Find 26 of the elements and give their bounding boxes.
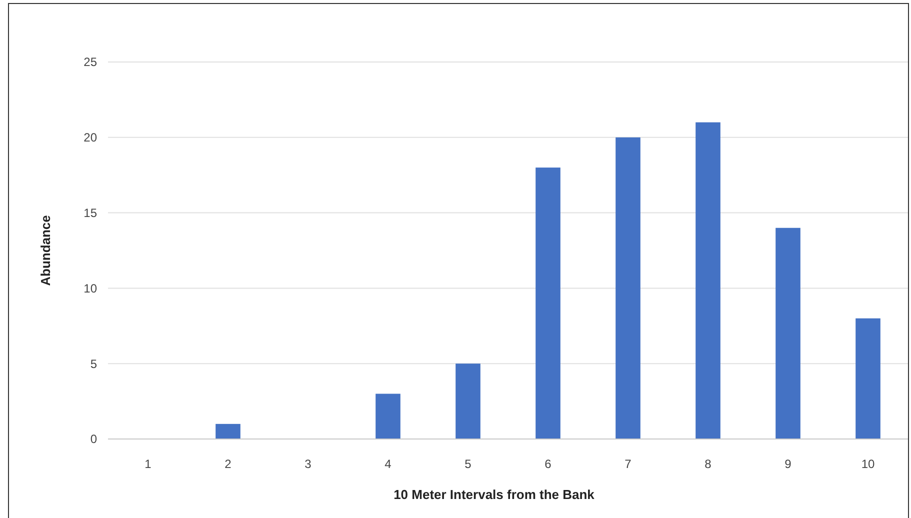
bar [536, 168, 560, 439]
x-axis-title: 10 Meter Intervals from the Bank [394, 487, 596, 502]
bar [216, 424, 240, 439]
x-tick-label: 4 [384, 457, 392, 471]
bar [856, 318, 880, 439]
x-tick-label: 5 [464, 457, 472, 471]
x-tick-label: 8 [704, 457, 712, 471]
x-tick-label: 10 [861, 457, 875, 471]
x-tick-label: 1 [144, 457, 152, 471]
bar [776, 228, 800, 439]
y-tick-label: 0 [90, 432, 98, 446]
y-tick-label: 25 [84, 55, 98, 70]
bar [616, 137, 640, 439]
x-tick-label: 2 [224, 457, 232, 471]
y-tick-label: 20 [84, 130, 98, 145]
x-tick-label: 9 [784, 457, 792, 471]
y-tick-label: 10 [84, 281, 98, 296]
x-tick-label: 7 [624, 457, 632, 471]
y-axis-title: Abundance [38, 215, 53, 286]
y-tick-label: 5 [90, 356, 98, 371]
bar [456, 364, 480, 439]
bar [696, 122, 720, 439]
bar [376, 394, 400, 439]
y-tick-label: 15 [84, 206, 98, 220]
x-tick-label: 6 [544, 457, 552, 471]
x-tick-label: 3 [304, 457, 312, 471]
